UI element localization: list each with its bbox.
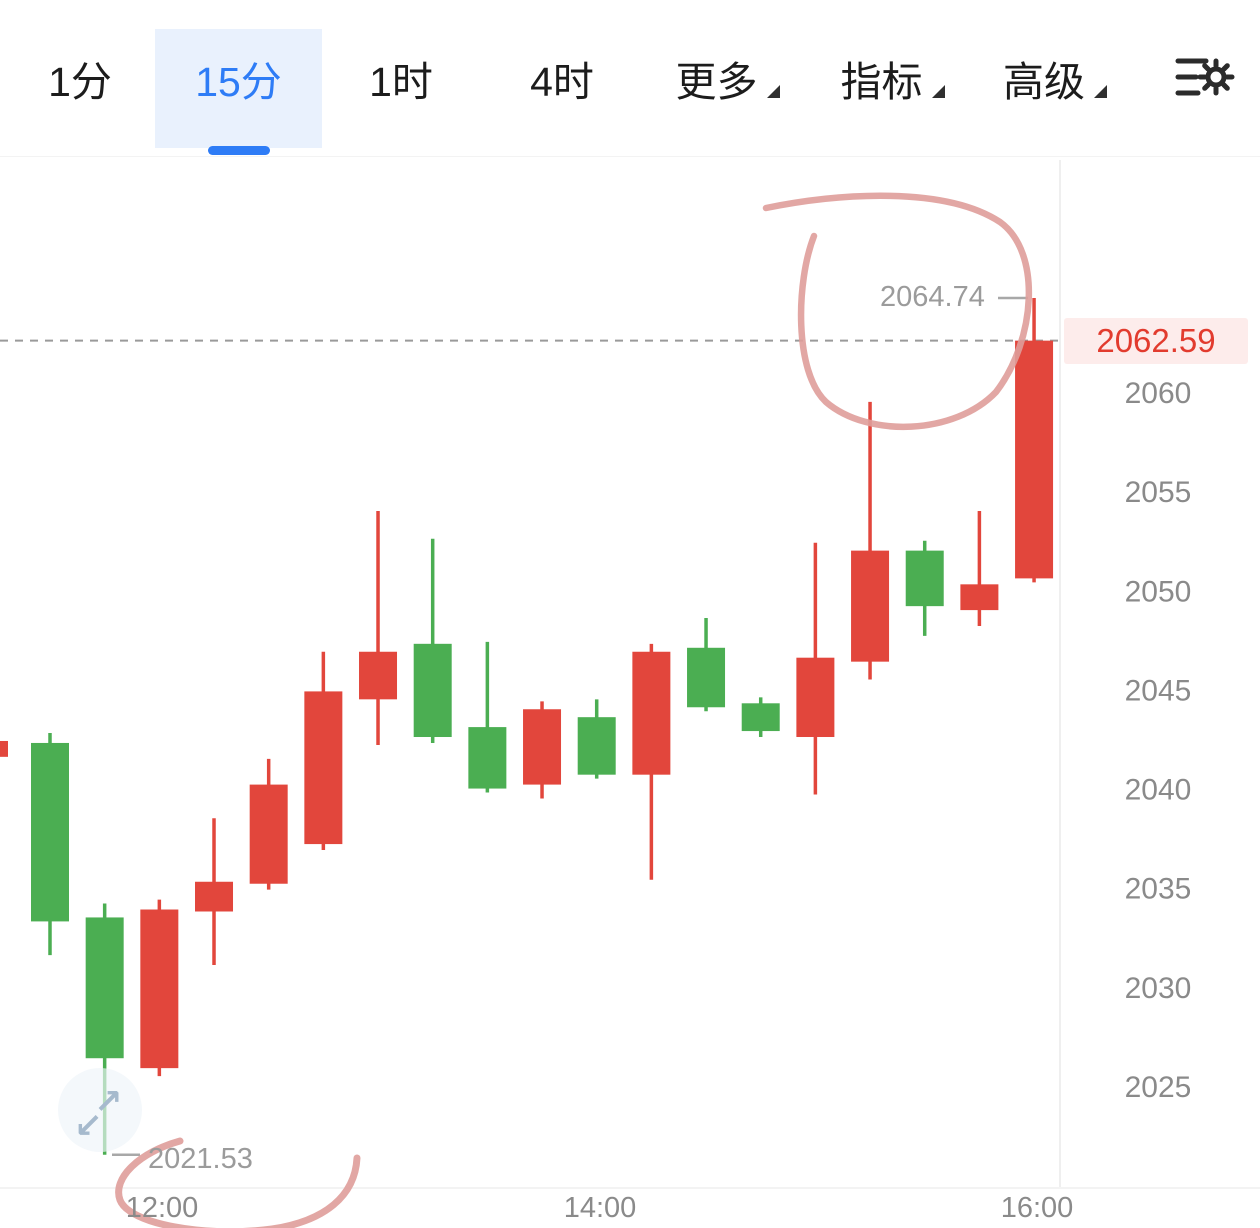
candle-body xyxy=(851,550,890,662)
tab-interval-15min[interactable]: 15分 xyxy=(155,0,322,156)
candle[interactable] xyxy=(195,818,234,966)
candle[interactable] xyxy=(851,401,890,680)
corner-triangle-icon xyxy=(1094,84,1107,98)
candle-body xyxy=(359,651,398,700)
candle-body xyxy=(468,727,507,789)
tab-interval-1min[interactable]: 1分 xyxy=(0,0,160,156)
menu-more-intervals[interactable]: 更多 xyxy=(645,0,810,156)
y-axis-label: 2060 xyxy=(1125,377,1192,410)
candle[interactable] xyxy=(741,697,780,738)
candle[interactable] xyxy=(140,899,179,1077)
candle[interactable] xyxy=(468,641,507,793)
candle[interactable] xyxy=(687,618,726,712)
chart-settings-gear-icon xyxy=(1175,58,1235,96)
partial-candle-stub xyxy=(0,740,8,757)
candle[interactable] xyxy=(796,542,835,795)
candle-body xyxy=(905,550,944,607)
tab-interval-1hour[interactable]: 1时 xyxy=(322,0,480,156)
candle[interactable] xyxy=(523,701,562,799)
candle[interactable] xyxy=(577,699,616,779)
candle-body xyxy=(960,584,999,611)
candle-body xyxy=(632,651,671,775)
hand-drawn-circle-high xyxy=(762,192,1033,431)
x-axis-label: 12:00 xyxy=(125,1192,199,1224)
candle-body xyxy=(523,709,562,785)
candle-body xyxy=(140,909,179,1069)
candle-body xyxy=(304,691,343,845)
candle[interactable] xyxy=(304,651,343,851)
candle[interactable] xyxy=(1015,298,1054,583)
candle-body xyxy=(85,917,124,1059)
tab-label: 1时 xyxy=(369,59,433,105)
tab-interval-4hour[interactable]: 4时 xyxy=(482,0,642,156)
tab-label: 1分 xyxy=(48,59,112,105)
y-axis-label: 2040 xyxy=(1125,774,1192,807)
x-axis-label: 14:00 xyxy=(563,1192,637,1224)
active-tab-underline xyxy=(207,146,270,155)
corner-triangle-icon xyxy=(766,84,780,98)
session-low-label: 2021.53 xyxy=(148,1142,253,1175)
tab-label: 15分 xyxy=(195,59,282,105)
pan-arrow-up-right-icon: ↗ xyxy=(94,1083,123,1121)
chart-toolbar: 1分 15分 1时 4时 更多 指标 高级 xyxy=(0,0,1260,157)
y-axis-label: 2050 xyxy=(1125,575,1192,608)
candle-body xyxy=(687,647,726,708)
chart-settings-button[interactable] xyxy=(1150,0,1260,156)
menu-indicators[interactable]: 指标 xyxy=(810,0,975,156)
candle[interactable] xyxy=(905,540,944,636)
menu-label: 高级 xyxy=(1003,59,1085,105)
pan-arrow-down-left-icon: ↙ xyxy=(74,1107,103,1145)
y-axis-label: 2035 xyxy=(1125,873,1192,906)
candle-body xyxy=(796,657,835,738)
candle[interactable] xyxy=(413,538,452,743)
menu-label: 指标 xyxy=(840,59,923,105)
y-axis-label: 2030 xyxy=(1125,972,1192,1005)
corner-triangle-icon xyxy=(931,84,945,98)
candle[interactable] xyxy=(632,643,671,880)
session-high-label: 2064.74 xyxy=(880,281,985,313)
candle-body xyxy=(413,643,452,738)
candle-body xyxy=(249,784,288,884)
y-axis-label: 2055 xyxy=(1125,476,1192,509)
menu-advanced[interactable]: 高级 xyxy=(975,0,1135,156)
pan-watermark-circle xyxy=(58,1068,142,1152)
candle[interactable] xyxy=(359,510,398,745)
candle[interactable] xyxy=(31,733,69,956)
candle[interactable] xyxy=(249,758,288,890)
candle-body xyxy=(577,717,616,775)
candle-body xyxy=(195,881,234,912)
tab-label: 4时 xyxy=(530,59,594,105)
y-axis-label: 2025 xyxy=(1125,1071,1192,1104)
candle-body xyxy=(31,742,69,922)
menu-label: 更多 xyxy=(675,59,758,105)
current-price-tag: 2062.59 xyxy=(1064,317,1248,364)
candle-body xyxy=(1015,340,1054,579)
candle[interactable] xyxy=(960,510,999,626)
x-axis-label: 16:00 xyxy=(1000,1192,1074,1224)
y-axis-label: 2045 xyxy=(1125,674,1192,707)
candle-body xyxy=(741,703,780,732)
